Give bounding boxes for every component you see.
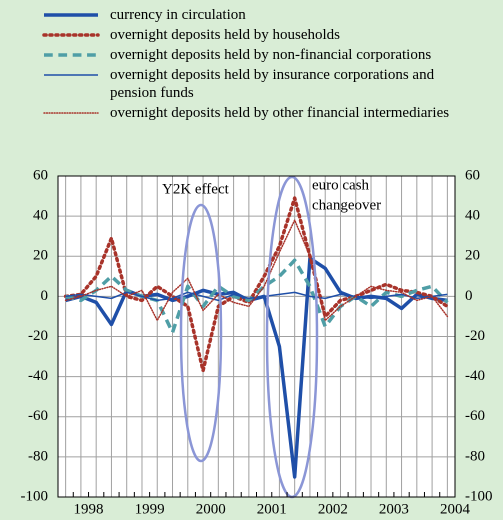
y-tick-label: 40 bbox=[33, 208, 48, 224]
y2-tick-label: 0 bbox=[465, 288, 473, 304]
y2-tick-label: -60 bbox=[465, 408, 485, 424]
x-tick-label: 1999 bbox=[135, 501, 165, 517]
x-tick-label: 1998 bbox=[74, 501, 104, 517]
series-line bbox=[63, 196, 450, 373]
series-line bbox=[64, 219, 449, 322]
y-tick-label: 0 bbox=[41, 288, 49, 304]
y2k-ellipse bbox=[179, 203, 223, 463]
legend-swatch bbox=[43, 112, 99, 114]
legend-label: currency in circulation bbox=[110, 7, 246, 23]
legend-swatch bbox=[44, 13, 98, 17]
series-lines bbox=[63, 196, 450, 479]
y2-tick-label: 20 bbox=[465, 248, 480, 264]
y-tick-label: -80 bbox=[28, 448, 48, 464]
legend-label: overnight deposits held by non-financial… bbox=[110, 47, 432, 63]
legend-swatch bbox=[44, 74, 98, 76]
legend-label: overnight deposits held by households bbox=[110, 27, 340, 43]
legend-label: overnight deposits held by other financi… bbox=[110, 105, 450, 121]
y-tick-label: -40 bbox=[28, 368, 48, 384]
legend-entry: currency in circulation bbox=[40, 6, 460, 24]
x-tick-label: 2002 bbox=[318, 501, 348, 517]
y-tick-label: -60 bbox=[28, 408, 48, 424]
x-tick-label: 2000 bbox=[196, 501, 226, 517]
legend-entry: overnight deposits held by households bbox=[40, 26, 460, 44]
y2-tick-label: -40 bbox=[465, 368, 485, 384]
annotation: changeover bbox=[312, 197, 381, 213]
y-tick-label: -20 bbox=[28, 328, 48, 344]
series-line bbox=[65, 291, 448, 302]
x-tick-label: 2003 bbox=[379, 501, 409, 517]
annotation: Y2K effect bbox=[162, 181, 230, 197]
legend-swatch bbox=[42, 33, 100, 37]
legend-label: overnight deposits held by insurance cor… bbox=[110, 67, 435, 101]
legend-swatch bbox=[44, 53, 98, 57]
legend-entry: overnight deposits held by other financi… bbox=[40, 104, 460, 122]
x-tick-label: 2001 bbox=[257, 501, 287, 517]
y2-tick-label: 60 bbox=[465, 167, 480, 183]
y-tick-label: 20 bbox=[33, 248, 48, 264]
y-tick-label: -100 bbox=[21, 488, 49, 504]
legend-entry: overnight deposits held by non-financial… bbox=[40, 46, 460, 64]
legend: currency in circulation overnight deposit… bbox=[40, 6, 460, 124]
annotation: euro cash bbox=[312, 177, 370, 193]
y-tick-label: 60 bbox=[33, 167, 48, 183]
y2-tick-label: -20 bbox=[465, 328, 485, 344]
legend-entry: overnight deposits held by insurance cor… bbox=[40, 66, 460, 102]
y2-tick-label: 40 bbox=[465, 208, 480, 224]
x-tick-label: 2004 bbox=[440, 501, 471, 517]
y2-tick-label: -100 bbox=[465, 488, 493, 504]
series-line bbox=[65, 258, 449, 335]
y2-tick-label: -80 bbox=[465, 448, 485, 464]
